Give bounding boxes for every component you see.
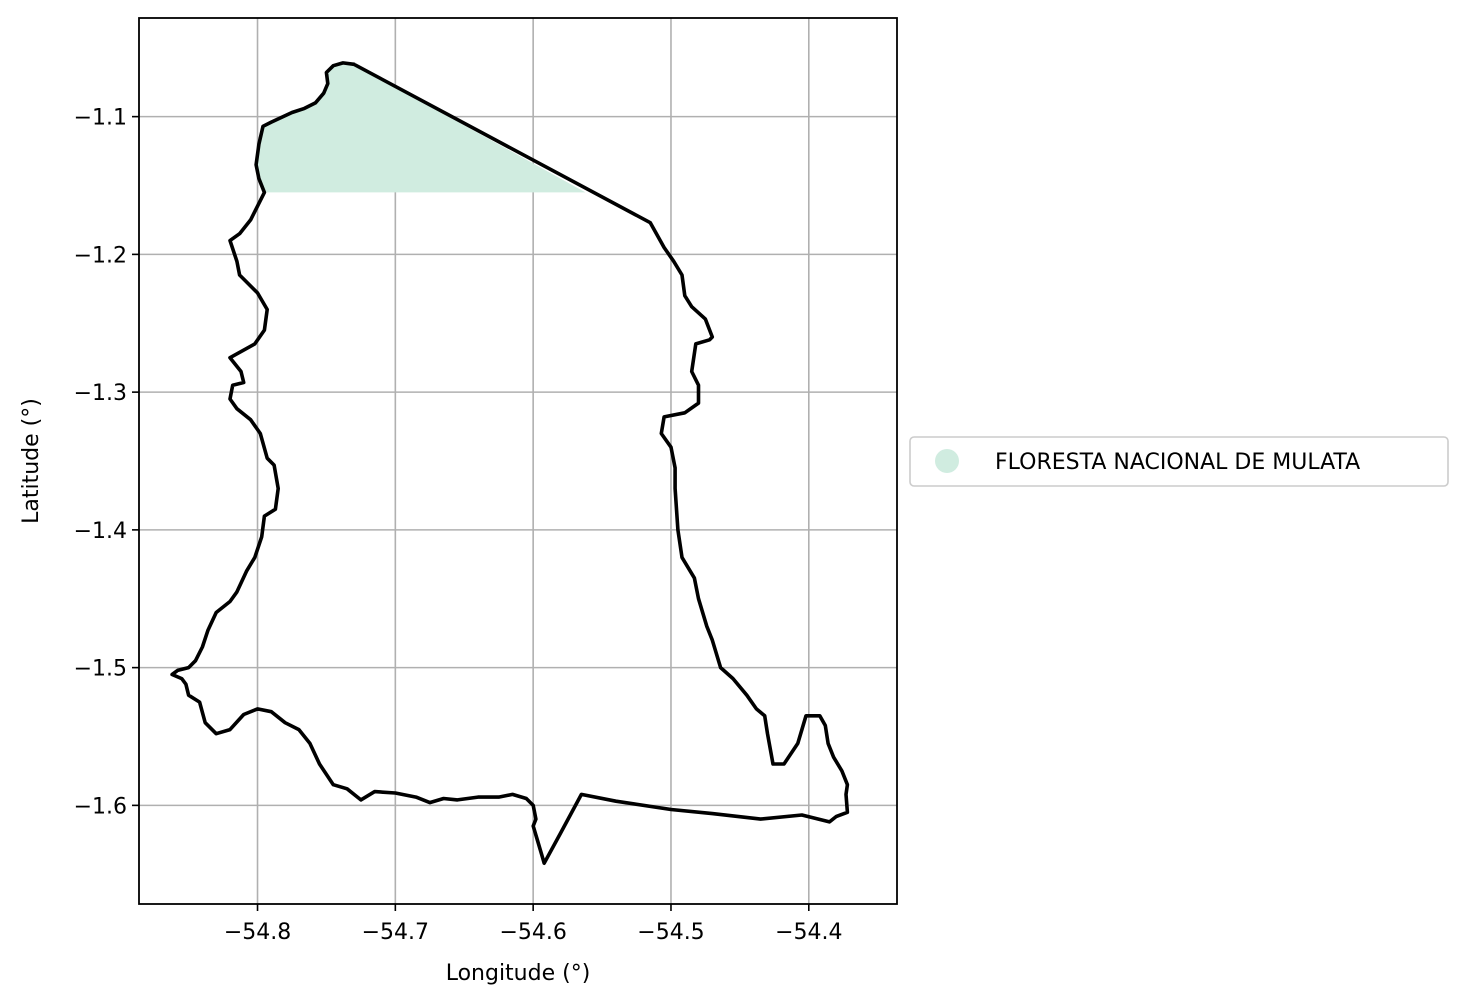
y-tick-label: −1.3 [74,381,127,406]
x-tick-label: −54.7 [362,920,429,945]
boundary-layer [170,61,850,866]
legend-entry-label: FLORESTA NACIONAL DE MULATA [995,450,1360,475]
legend-marker [935,449,959,473]
y-ticks: −1.1 −1.2 −1.3 −1.4 −1.5 −1.6 [74,106,139,819]
x-tick-label: −54.6 [499,920,566,945]
y-tick-label: −1.6 [74,794,127,819]
legend-box [909,436,1449,487]
legend: FLORESTA NACIONAL DE MULATA [909,436,1449,487]
y-tick-label: −1.2 [74,243,127,268]
x-ticks: −54.8 −54.7 −54.6 −54.5 −54.4 [224,904,843,945]
x-tick-label: −54.4 [775,920,842,945]
y-tick-label: −1.1 [74,106,127,131]
y-axis-label: Latitude (°) [19,398,44,524]
floresta-boundary-line [170,61,850,866]
x-tick-label: −54.5 [637,920,704,945]
y-tick-label: −1.5 [74,657,127,682]
plot-frame [138,17,898,905]
x-tick-label: −54.8 [224,920,291,945]
x-axis-label: Longitude (°) [446,961,591,986]
floresta-fill-region [256,62,586,193]
fill-layer [256,62,586,193]
y-tick-label: −1.4 [74,519,127,544]
